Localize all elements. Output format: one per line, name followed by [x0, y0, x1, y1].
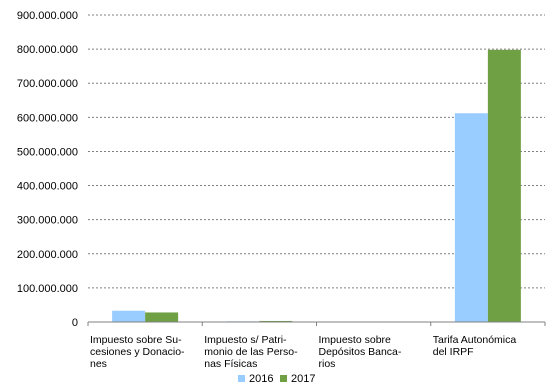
- category-label: nas Físicas: [204, 358, 257, 370]
- bar-2017-0: [145, 312, 179, 322]
- y-tick-label: 600.000.000: [17, 112, 78, 124]
- y-tick-label: 800.000.000: [17, 44, 78, 56]
- y-tick-label: 900.000.000: [17, 10, 78, 22]
- x-axis-tick-marks: [87, 322, 546, 326]
- category-label: monio de las Perso-: [204, 346, 298, 358]
- category-label: Impuesto s/ Patri-: [204, 334, 287, 346]
- category-label: Impuesto sobre: [319, 334, 392, 346]
- bar-2017-1: [259, 320, 293, 322]
- y-tick-label: 100.000.000: [17, 283, 78, 295]
- legend-swatch-2017: [280, 375, 287, 382]
- legend: 2016 2017: [238, 373, 315, 385]
- legend-label-2017: 2017: [291, 373, 315, 385]
- bar-2017-3: [487, 49, 521, 322]
- category-label: rios: [319, 358, 336, 370]
- bar-2016-0: [112, 310, 146, 322]
- y-tick-label: 400.000.000: [17, 181, 78, 193]
- y-tick-label: 700.000.000: [17, 78, 78, 90]
- y-tick-label: 500.000.000: [17, 146, 78, 158]
- y-tick-label: 300.000.000: [17, 215, 78, 227]
- category-label: nes: [90, 358, 107, 370]
- bar-2016-3: [454, 113, 488, 323]
- category-label: del IRPF: [433, 346, 474, 358]
- category-label: cesiones y Donacio-: [90, 346, 185, 358]
- category-label: Depósitos Banca-: [319, 346, 402, 358]
- category-label: Tarifa Autonómica: [433, 334, 517, 346]
- bars: [112, 49, 521, 323]
- y-tick-label: 200.000.000: [17, 249, 78, 261]
- y-tick-label: 0: [72, 317, 78, 329]
- gridlines: [88, 14, 545, 289]
- category-labels: Impuesto sobre Su-cesiones y Donacio-nes…: [90, 334, 516, 370]
- legend-label-2016: 2016: [249, 373, 273, 385]
- y-axis-tick-labels: 0 100.000.000 200.000.000 300.000.000 400.00…: [17, 10, 78, 329]
- category-label: Impuesto sobre Su-: [90, 334, 182, 346]
- legend-swatch-2016: [238, 375, 245, 382]
